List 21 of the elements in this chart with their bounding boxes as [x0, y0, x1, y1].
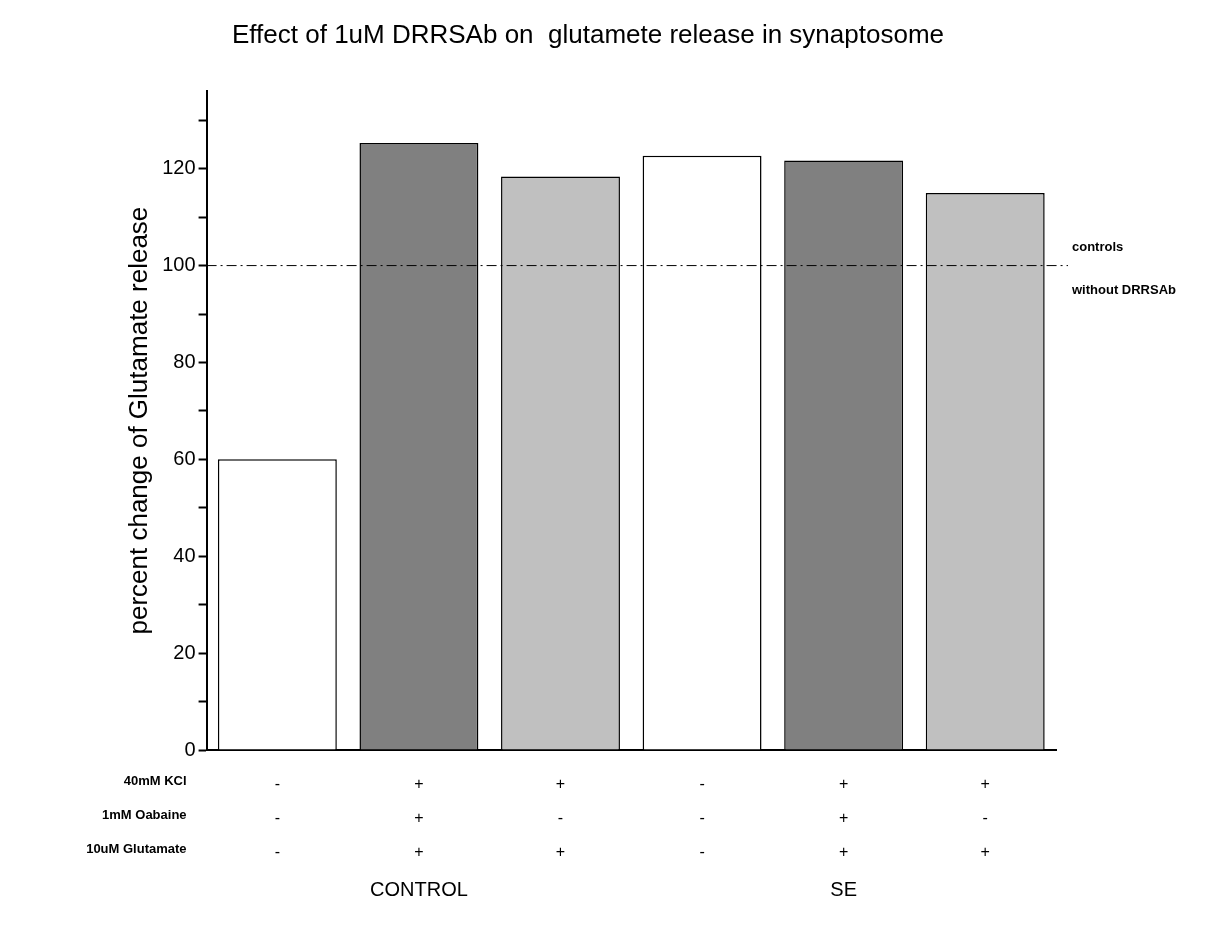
x-tick-label: + + +: [838, 775, 849, 861]
x-tick-label: - - -: [274, 775, 281, 861]
text: CONTROL: [370, 877, 468, 900]
y-tick-label: 0: [184, 737, 196, 760]
x-tick-label: + - +: [980, 775, 990, 861]
text: controls without DRRSAb: [1072, 239, 1176, 298]
y-tick-label: 100: [162, 253, 196, 276]
x-tick-label: + - +: [555, 775, 566, 861]
x-tick-label: + + +: [414, 775, 424, 861]
text: 1mM Oabaine: [102, 806, 187, 822]
y-tick-label: 60: [173, 446, 196, 469]
y-tick-label: 80: [173, 349, 196, 372]
chart-title: Effect of 1uM DRRSAb on glutamete release in synaptosome: [231, 18, 945, 49]
text: 40mM KCl: [123, 772, 187, 788]
text: 10uM Glutamate: [86, 840, 187, 856]
y-tick-label: 40: [173, 543, 196, 566]
y-tick-label: 120: [162, 156, 196, 179]
y-tick-label: 20: [173, 640, 196, 663]
text: SE: [830, 877, 857, 900]
y-axis-title: percent change of Glutamate release: [122, 206, 153, 635]
x-tick-label: - - -: [699, 775, 705, 861]
